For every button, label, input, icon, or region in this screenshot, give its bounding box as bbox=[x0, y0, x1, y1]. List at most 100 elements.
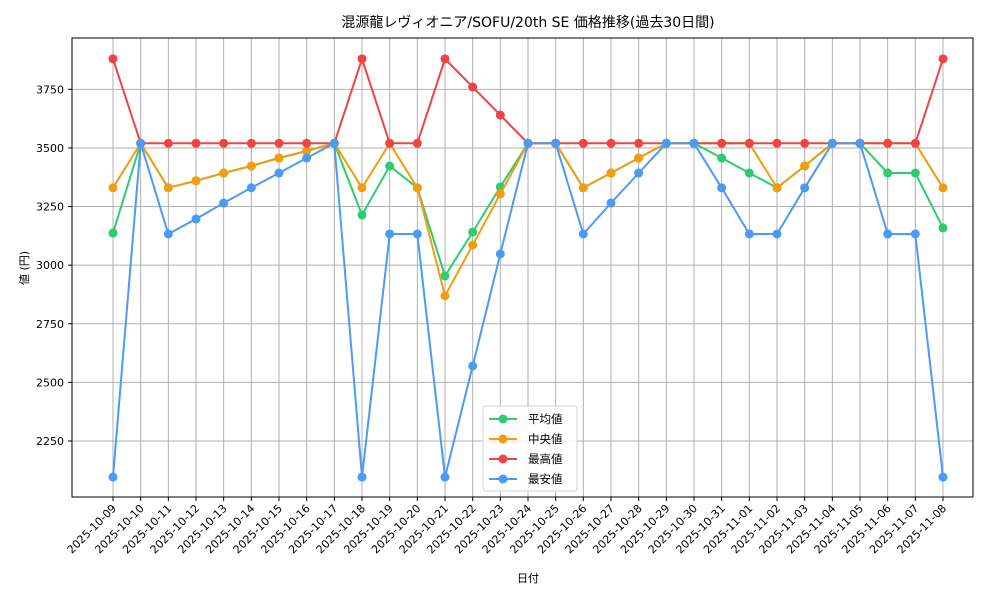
data-point bbox=[883, 138, 893, 148]
legend-marker-icon bbox=[498, 414, 508, 424]
data-point bbox=[246, 161, 256, 171]
data-point bbox=[385, 229, 395, 239]
data-point bbox=[357, 472, 367, 482]
data-point bbox=[772, 229, 782, 239]
data-point bbox=[717, 138, 727, 148]
data-point bbox=[634, 153, 644, 163]
chart-title: 混源龍レヴィオニア/SOFU/20th SE 価格推移(過去30日間) bbox=[341, 14, 714, 31]
legend-label: 中央値 bbox=[528, 432, 563, 446]
data-point bbox=[606, 168, 616, 178]
data-point bbox=[661, 138, 671, 148]
y-tick-label: 3000 bbox=[36, 259, 64, 272]
data-point bbox=[744, 229, 754, 239]
data-series bbox=[108, 54, 948, 482]
y-axis-ticks: 2250 2500 2750 3000 3250 3500 3750 bbox=[36, 83, 72, 448]
data-point bbox=[246, 183, 256, 193]
data-point bbox=[357, 54, 367, 64]
data-point bbox=[606, 138, 616, 148]
y-tick-label: 3250 bbox=[36, 201, 64, 214]
data-point bbox=[938, 54, 948, 64]
y-axis-label: 値 (円) bbox=[18, 251, 31, 285]
data-point bbox=[302, 153, 312, 163]
data-point bbox=[634, 138, 644, 148]
data-point bbox=[827, 138, 837, 148]
data-point bbox=[163, 138, 173, 148]
data-point bbox=[495, 189, 505, 199]
data-point bbox=[606, 198, 616, 208]
data-point bbox=[744, 138, 754, 148]
data-point bbox=[468, 240, 478, 250]
data-point bbox=[634, 168, 644, 178]
data-point bbox=[910, 138, 920, 148]
data-point bbox=[468, 82, 478, 92]
data-point bbox=[883, 168, 893, 178]
data-point bbox=[578, 138, 588, 148]
data-point bbox=[523, 138, 533, 148]
data-point bbox=[772, 183, 782, 193]
legend-label: 最安値 bbox=[528, 472, 563, 486]
legend-box bbox=[482, 405, 578, 492]
data-point bbox=[219, 168, 229, 178]
data-point bbox=[910, 168, 920, 178]
data-point bbox=[744, 168, 754, 178]
y-tick-label: 2750 bbox=[36, 318, 64, 331]
data-point bbox=[689, 138, 699, 148]
legend-marker-icon bbox=[498, 474, 508, 484]
data-point bbox=[717, 153, 727, 163]
data-point bbox=[800, 183, 810, 193]
data-point bbox=[357, 183, 367, 193]
data-point bbox=[385, 138, 395, 148]
data-point bbox=[219, 198, 229, 208]
data-point bbox=[329, 138, 339, 148]
data-point bbox=[910, 229, 920, 239]
data-point bbox=[440, 291, 450, 301]
data-point bbox=[717, 183, 727, 193]
data-point bbox=[551, 138, 561, 148]
x-axis-ticks: 2025-10-092025-10-102025-10-112025-10-12… bbox=[65, 497, 949, 556]
data-point bbox=[412, 229, 422, 239]
legend-marker-icon bbox=[498, 454, 508, 464]
y-tick-label: 2500 bbox=[36, 376, 64, 389]
data-point bbox=[163, 229, 173, 239]
data-point bbox=[108, 183, 118, 193]
data-point bbox=[163, 183, 173, 193]
data-point bbox=[108, 228, 118, 238]
data-point bbox=[385, 161, 395, 171]
data-point bbox=[772, 138, 782, 148]
y-tick-label: 3750 bbox=[36, 83, 64, 96]
data-point bbox=[136, 138, 146, 148]
data-point bbox=[108, 54, 118, 64]
x-axis-label: 日付 bbox=[517, 572, 539, 585]
data-point bbox=[468, 227, 478, 237]
data-point bbox=[274, 138, 284, 148]
series-3 bbox=[108, 138, 948, 482]
data-point bbox=[108, 472, 118, 482]
data-point bbox=[938, 183, 948, 193]
data-point bbox=[495, 249, 505, 259]
data-point bbox=[246, 138, 256, 148]
data-point bbox=[412, 138, 422, 148]
legend-label: 平均値 bbox=[528, 412, 563, 426]
data-point bbox=[274, 153, 284, 163]
legend-marker-icon bbox=[498, 434, 508, 444]
data-point bbox=[302, 146, 312, 156]
data-point bbox=[855, 138, 865, 148]
data-point bbox=[412, 183, 422, 193]
data-point bbox=[800, 138, 810, 148]
data-point bbox=[883, 229, 893, 239]
data-point bbox=[495, 110, 505, 120]
data-point bbox=[357, 210, 367, 220]
y-tick-label: 2250 bbox=[36, 435, 64, 448]
data-point bbox=[274, 168, 284, 178]
data-point bbox=[440, 271, 450, 281]
data-point bbox=[938, 223, 948, 233]
legend-label: 最高値 bbox=[528, 452, 563, 466]
data-point bbox=[302, 138, 312, 148]
data-point bbox=[191, 176, 201, 186]
data-point bbox=[468, 361, 478, 371]
plot-frame bbox=[71, 37, 974, 498]
data-point bbox=[191, 138, 201, 148]
data-point bbox=[440, 54, 450, 64]
